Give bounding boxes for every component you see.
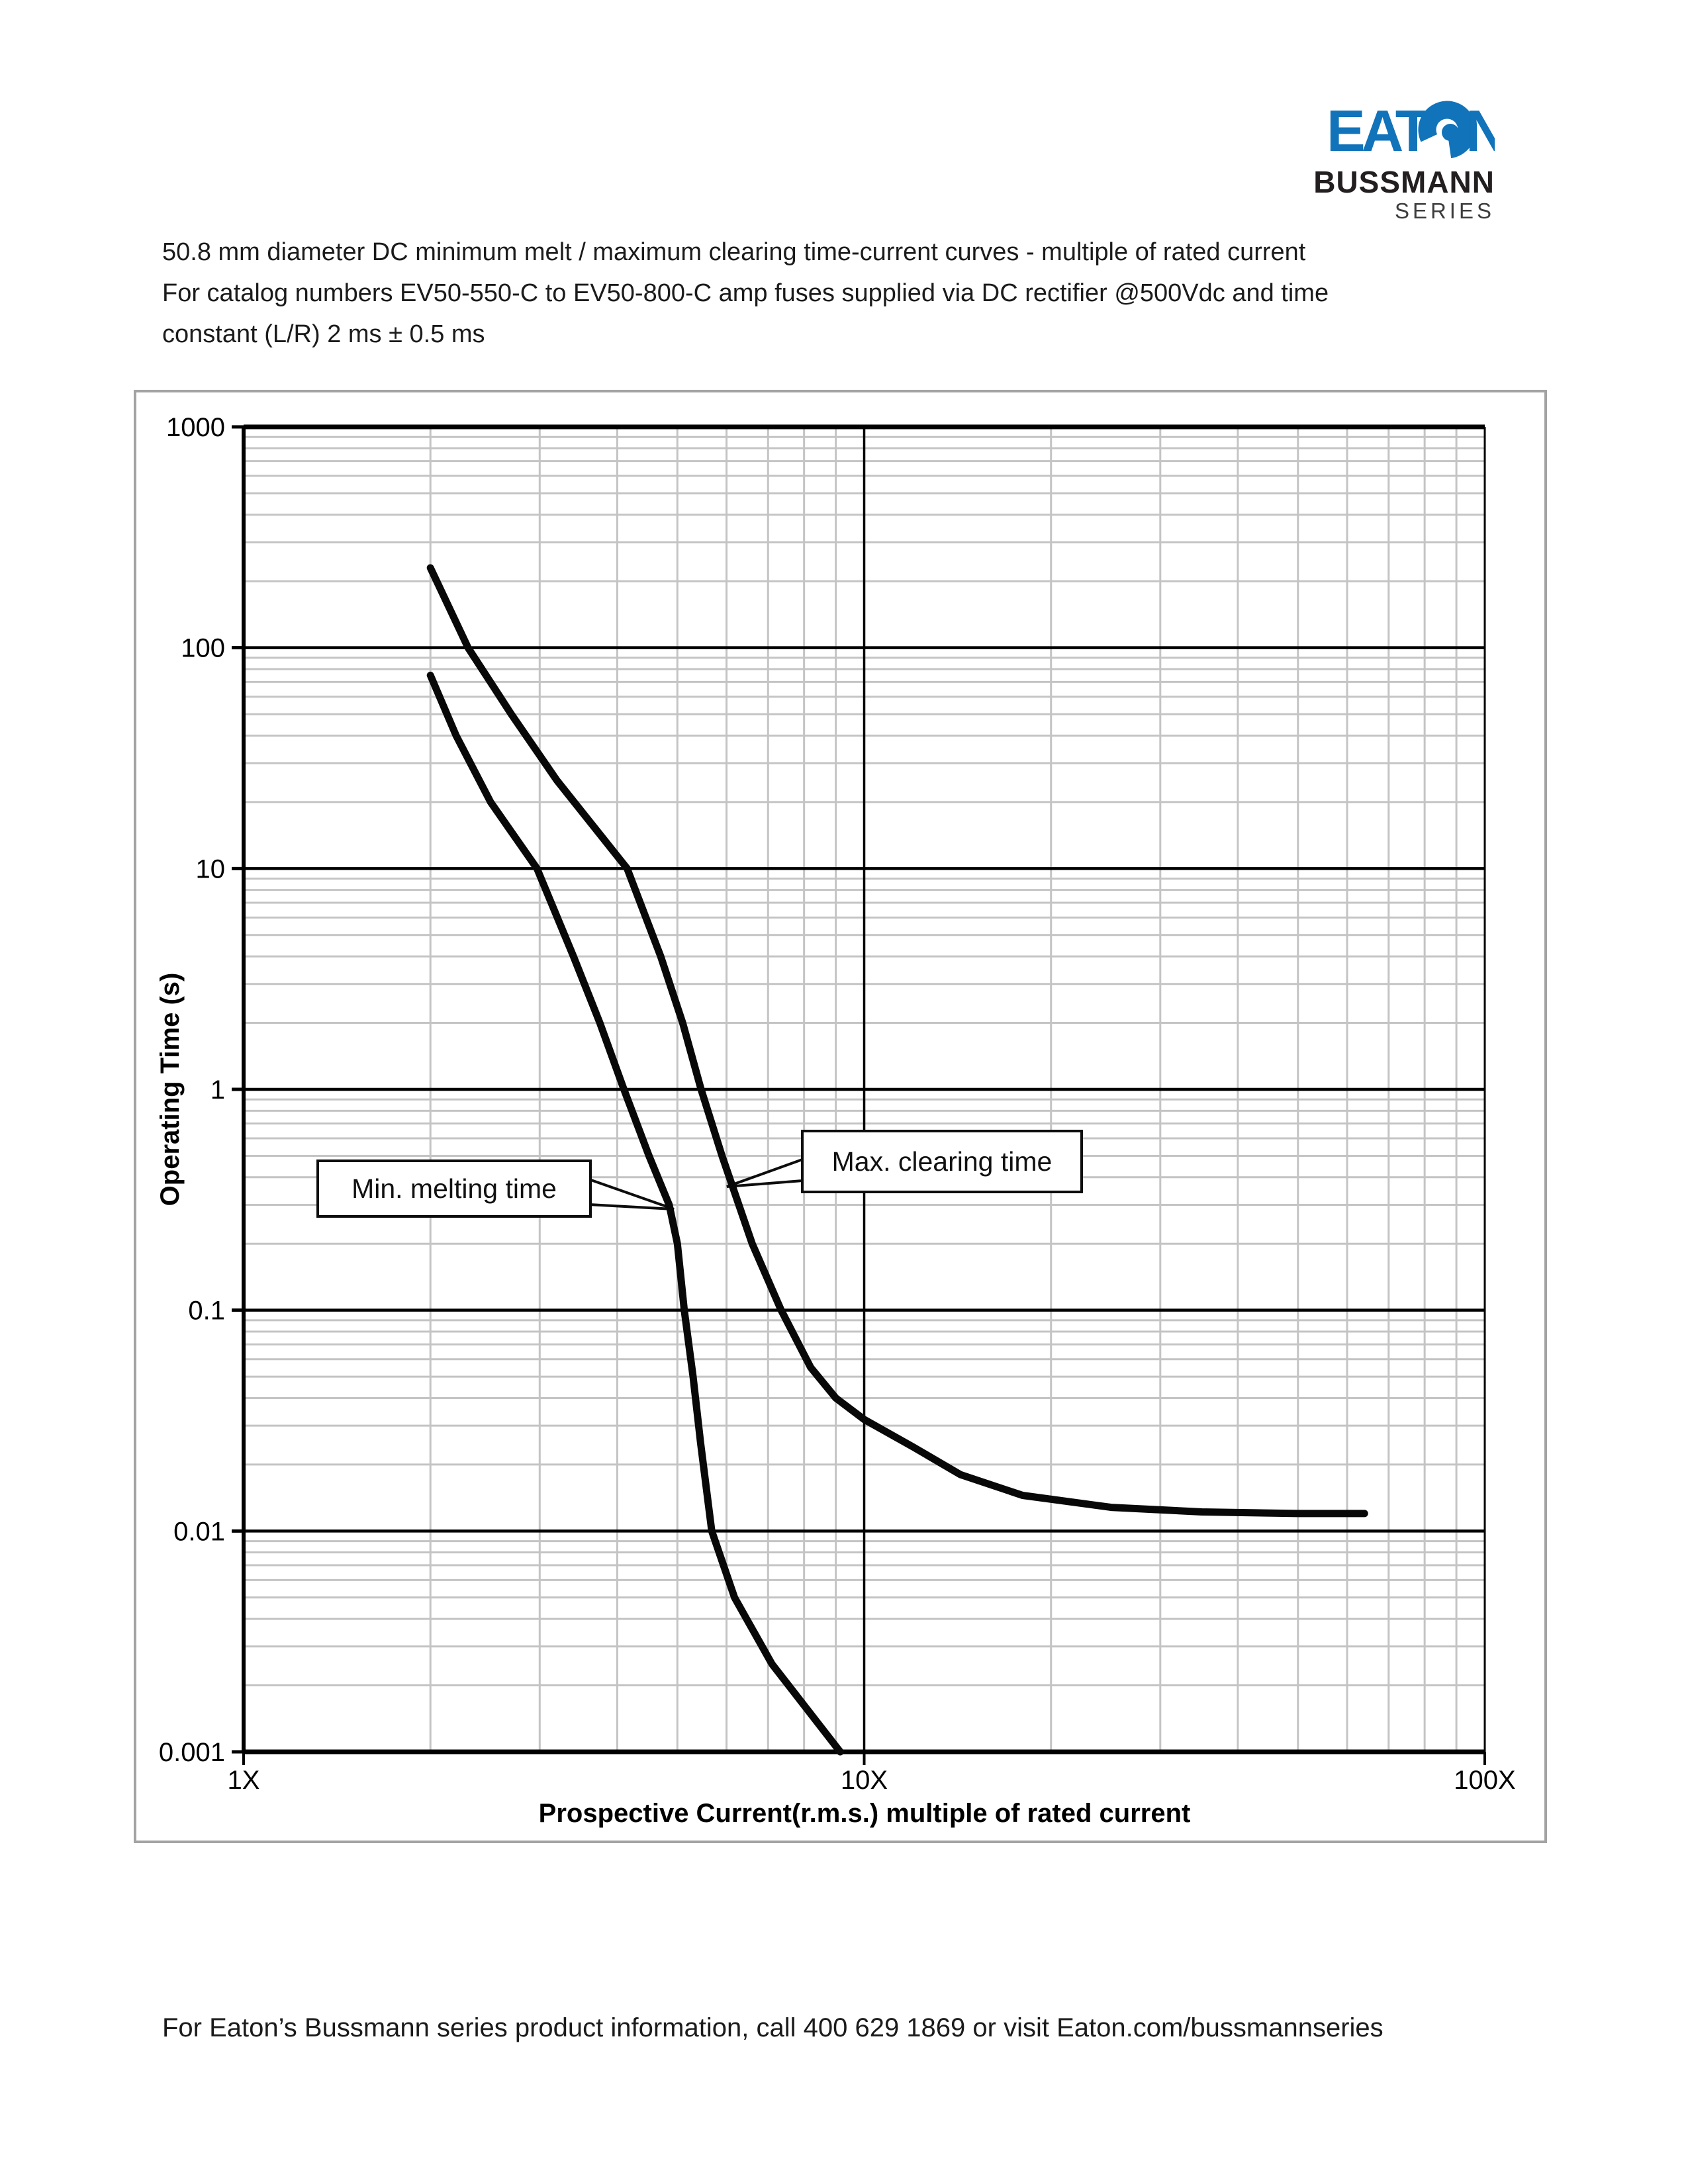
callout-tails	[588, 1158, 804, 1210]
max-clearing-time-label: Max. clearing time	[831, 1146, 1053, 1177]
min-melting-curve	[426, 671, 844, 1756]
x-tick-10X: 10X	[841, 1766, 888, 1795]
max-clearing-curve	[426, 564, 1368, 1518]
min-melting-time-callout: Min. melting time	[316, 1160, 592, 1218]
min-melting-time-label: Min. melting time	[352, 1173, 557, 1204]
max-clearing-time-callout: Max. clearing time	[801, 1130, 1083, 1193]
chart-heading: 50.8 mm diameter DC minimum melt / maxim…	[162, 232, 1526, 355]
y-tick-1: 1	[211, 1075, 225, 1105]
heading-line-3: constant (L/R) 2 ms ± 0.5 ms	[162, 320, 485, 348]
y-tick-10: 10	[196, 854, 226, 884]
y-tick-0.01: 0.01	[173, 1517, 225, 1546]
max-clearing-callout-tail	[726, 1158, 804, 1188]
series-wordmark: SERIES	[1394, 199, 1495, 223]
x-axis-title: Prospective Current(r.m.s.) multiple of …	[539, 1799, 1191, 1828]
bussmann-wordmark: BUSSMANN	[1313, 165, 1495, 199]
heading-line-2: For catalog numbers EV50-550-C to EV50-8…	[162, 279, 1329, 307]
x-tick-1X: 1X	[228, 1766, 260, 1795]
y-tick-0.1: 0.1	[188, 1297, 225, 1326]
x-tick-100X: 100X	[1454, 1766, 1515, 1795]
y-tick-0.001: 0.001	[159, 1738, 225, 1767]
heading-line-1: 50.8 mm diameter DC minimum melt / maxim…	[162, 238, 1306, 266]
footer-contact-line: For Eaton’s Bussmann series product info…	[162, 2013, 1383, 2042]
y-tick-1000: 1000	[166, 413, 225, 442]
time-current-chart: 1000 100 10 1 0.1 0.01 0.001 1X 10X 100X Prospect…	[134, 390, 1547, 1843]
y-tick-100: 100	[181, 634, 225, 663]
svg-text:EAT: EAT	[1329, 98, 1430, 161]
eaton-bussmann-logo: EAT N BUSSMANN SERIES	[1296, 98, 1495, 224]
data-curves	[426, 564, 1368, 1756]
axis-ticks	[232, 425, 1486, 1765]
svg-text:N: N	[1466, 98, 1495, 161]
eaton-logo-icon: EAT N	[1329, 98, 1495, 161]
y-axis-title: Operating Time (s)	[156, 973, 185, 1206]
